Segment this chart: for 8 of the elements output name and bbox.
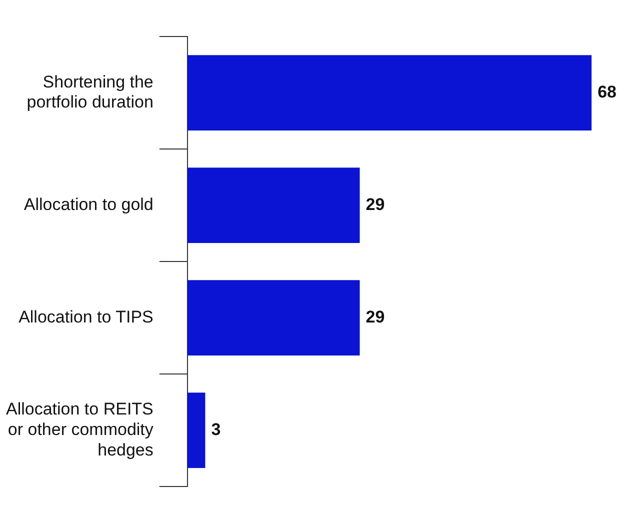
y-tick-label: Allocation to TIPS [18,308,154,327]
data-label: 3 [211,420,221,440]
y-tick-label: Allocation to gold [24,195,154,214]
data-label: 68 [598,82,616,102]
y-tick-label: Allocation to REITS or other commodity hedges [6,400,154,460]
data-label: 29 [366,195,385,214]
data-label: 29 [366,308,385,327]
y-tick-label: Shortening the portfolio duration [26,72,154,112]
